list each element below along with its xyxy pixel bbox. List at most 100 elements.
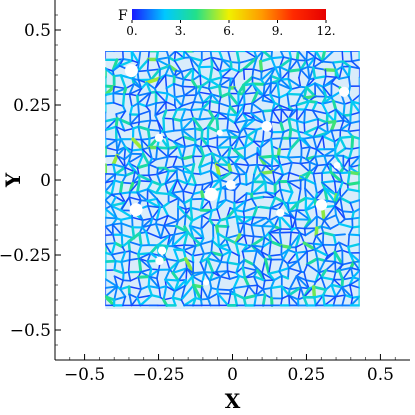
force-edge [114,117,119,129]
force-edge [314,155,319,167]
force-edge [128,82,135,96]
force-edge [192,184,197,195]
force-edge [312,56,316,69]
force-edge [164,278,176,293]
force-edge [351,225,360,229]
void-gap [129,203,143,217]
force-edge [122,279,132,282]
force-edge [136,102,148,108]
force-edge [268,214,281,222]
force-edge [191,253,205,257]
force-edge [118,118,132,126]
force-edge [349,111,360,116]
force-edge [181,85,198,88]
force-edge [252,249,258,266]
force-edge [215,271,222,278]
force-edge [316,117,329,124]
force-edge [339,129,350,133]
force-edge [131,59,140,64]
force-edge [156,277,161,289]
force-edge [209,169,222,181]
force-edge [115,125,126,132]
force-edge [276,82,293,91]
force-edge [251,172,263,183]
force-edge [128,257,141,261]
force-edge [297,250,308,262]
force-edge [199,145,206,158]
force-edge [259,205,272,210]
force-edge [233,182,242,192]
force-edge [225,208,236,220]
force-edge [349,260,356,270]
force-edge [244,51,258,59]
force-edge [148,158,157,166]
force-edge [246,128,259,138]
force-edge [164,178,179,185]
force-edge [155,91,167,103]
force-edge [280,108,290,120]
force-edge [162,205,170,217]
force-edge [307,99,318,104]
force-edge [274,188,282,195]
force-edge [270,137,283,140]
y-tick-label: 0.5 [24,21,51,41]
force-edge [247,163,258,167]
force-edge [228,275,241,280]
force-edge [243,285,250,300]
force-edge [114,173,127,177]
force-edge [309,146,318,151]
force-edge [280,117,290,125]
force-edge [252,163,259,176]
force-edge [113,166,127,176]
force-edge [136,275,151,279]
force-edge [242,103,246,114]
force-edge [216,136,231,149]
force-edge [295,93,302,107]
force-edge [218,76,223,88]
force-edge [136,87,143,97]
force-edge [346,181,360,187]
force-edge [278,214,294,231]
force-edge [141,152,151,166]
force-edge [320,276,335,281]
force-edge [326,121,329,134]
force-edge [269,279,276,290]
force-edge [329,119,337,133]
force-edge [348,278,360,286]
x-tick-label: 0.5 [367,365,394,385]
force-edge [252,128,258,143]
force-edge [287,57,293,73]
force-edge [243,234,255,238]
force-edge [177,267,188,282]
force-edge [302,94,317,100]
force-edge [216,292,232,295]
force-edge [173,51,177,62]
force-edge [291,161,302,165]
force-edge [287,117,293,131]
force-edge [164,169,178,185]
force-edge [330,76,337,84]
force-edge [218,77,232,88]
force-edge [287,286,303,297]
force-edge [191,296,197,307]
force-edge [202,93,213,104]
force-edge [288,294,300,307]
force-edge [199,197,205,212]
force-edge [190,172,198,187]
force-edge [313,75,327,80]
force-edge [163,214,169,227]
force-edge [199,239,214,246]
force-edge [251,102,264,113]
force-edge [278,65,290,73]
force-edge [321,102,329,115]
force-edge [146,252,152,263]
force-edge [173,75,185,81]
force-edge [193,94,197,103]
force-edge [252,56,258,71]
force-edge [332,271,337,281]
force-edge [164,169,170,185]
force-edge [164,182,170,195]
force-edge [113,275,119,288]
force-edge [120,222,134,229]
force-edge [242,112,256,121]
